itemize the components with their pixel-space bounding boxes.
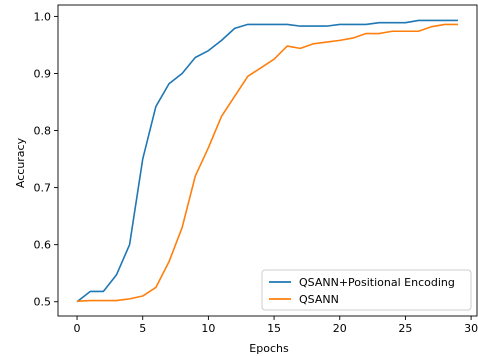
legend-label-1: QSANN+Positional Encoding [299, 276, 455, 289]
x-axis-ticks: 0 5 10 15 20 25 30 [74, 316, 478, 335]
x-tick-label: 25 [398, 322, 412, 335]
plot-frame [57, 4, 478, 317]
x-tick-label: 10 [201, 322, 215, 335]
y-tick-label: 0.7 [34, 182, 52, 195]
series-line-1 [76, 19, 458, 303]
y-tick-label: 0.5 [34, 296, 52, 309]
x-tick-label: 0 [74, 322, 81, 335]
x-tick-label: 5 [139, 322, 146, 335]
x-tick-label: 20 [333, 322, 347, 335]
series-layer [76, 19, 458, 303]
y-axis-ticks: 0.5 0.6 0.7 0.8 0.9 1.0 [34, 10, 58, 309]
legend: QSANN+Positional Encoding QSANN [261, 269, 472, 311]
y-tick-label: 0.9 [34, 67, 52, 80]
legend-box [261, 269, 472, 311]
plot-area [57, 4, 478, 317]
series-line-2 [77, 23, 458, 302]
x-tick-label: 30 [464, 322, 478, 335]
y-tick-label: 1.0 [34, 10, 52, 23]
x-axis-label: Epochs [249, 342, 289, 355]
y-tick-label: 0.6 [34, 239, 52, 252]
x-tick-label: 15 [267, 322, 281, 335]
legend-label-2: QSANN [299, 293, 339, 306]
y-tick-label: 0.8 [34, 125, 52, 138]
y-axis-label: Accuracy [14, 137, 27, 188]
